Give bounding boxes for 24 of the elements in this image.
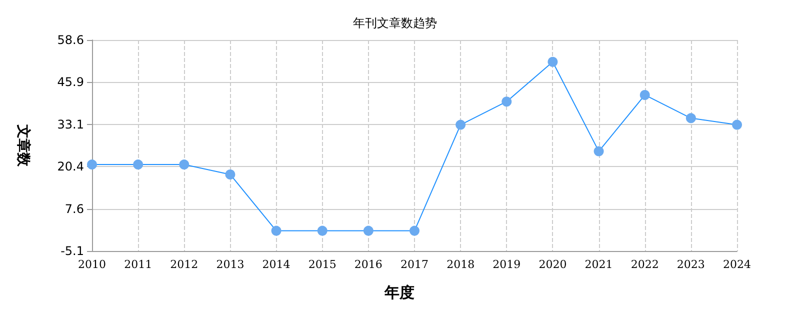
x-tick-label: 2011 <box>124 258 152 271</box>
y-tick-label: -5.1 <box>60 244 84 258</box>
y-tick-label: 33.1 <box>57 117 84 132</box>
x-tick-label: 2013 <box>216 258 244 271</box>
y-tick-label: 7.6 <box>64 202 84 216</box>
x-tick-label: 2023 <box>676 258 705 271</box>
y-tick-label: 45.9 <box>57 75 84 90</box>
chart-title: 年刊文章数趋势 <box>353 16 437 30</box>
x-tick-label: 2021 <box>584 258 613 271</box>
y-axis-title: 文章数 <box>15 124 32 168</box>
x-tick-label: 2015 <box>308 258 336 271</box>
y-tick-label: 20.4 <box>57 160 84 174</box>
x-tick-label: 2018 <box>446 258 475 271</box>
x-tick-label: 2022 <box>630 258 659 271</box>
x-tick-label: 2020 <box>538 258 567 271</box>
x-tick-label: 2017 <box>400 258 428 271</box>
x-tick-label: 2014 <box>262 258 290 271</box>
y-tick-label: 58.6 <box>57 33 84 47</box>
x-tick-label: 2010 <box>78 258 106 271</box>
x-tick-label: 2012 <box>170 258 198 271</box>
x-axis-title: 年度 <box>384 284 414 302</box>
x-tick-label: 2016 <box>354 258 382 271</box>
x-tick-label: 2019 <box>492 258 521 271</box>
x-tick-label: 2024 <box>723 258 751 271</box>
